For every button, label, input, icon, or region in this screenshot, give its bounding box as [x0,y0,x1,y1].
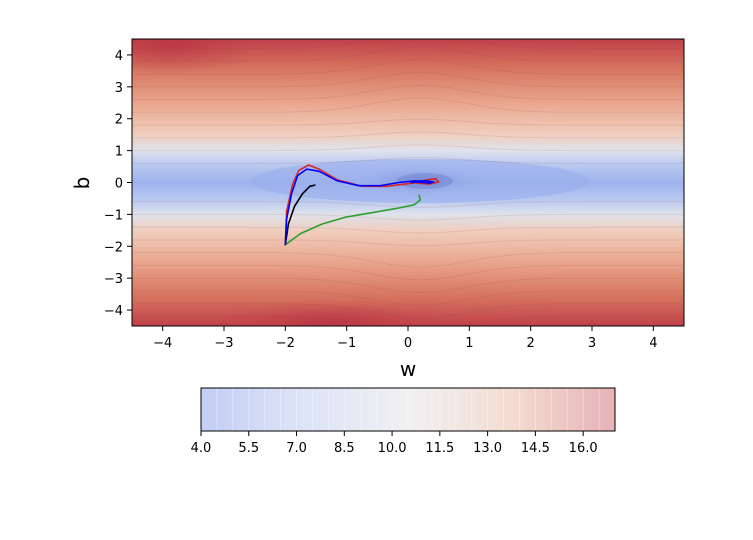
contour-line [132,59,684,75]
x-tick-label: −4 [153,336,172,351]
contour-line [132,290,684,306]
x-axis-label: w [400,357,416,381]
contour-line [132,97,684,113]
contour-line [132,144,684,152]
colorbar-bands [216,388,600,431]
trajectories [284,164,440,246]
colorbar-tick-label: 16.0 [569,441,598,456]
trajectory-line [284,194,422,246]
contour-line [132,252,684,268]
y-tick-label: −2 [104,240,123,255]
y-tick-label: 1 [115,145,123,160]
colorbar-tick-label: 10.0 [378,441,407,456]
y-tick-label: 4 [115,49,123,64]
x-tick-label: 1 [465,336,473,351]
colorbar-tick-label: 8.5 [334,441,355,456]
contour-line [132,226,684,234]
contour-line [132,157,684,164]
x-tick-label: 4 [649,336,657,351]
colorbar-tick-label: 7.0 [286,441,307,456]
contour-line [132,131,684,139]
colorbar-fill [201,388,615,431]
colorbar: 4.0 5.5 7.0 8.5 10.0 11.5 13.0 14.5 16.0 [191,387,616,456]
colorbar-tick-label: 11.5 [425,441,454,456]
x-tick-label: 3 [588,336,596,351]
contour-lines [132,39,684,326]
contour-line [132,39,684,50]
y-tick-label: 2 [115,113,123,128]
x-tick-label: 2 [527,336,535,351]
colorbar-tick-label: 13.0 [473,441,502,456]
contour-line [132,71,684,88]
x-axis: −4 −3 −2 −1 0 1 2 3 4 [153,326,657,351]
contour-line [132,84,684,101]
contour-corner-top-left [132,39,260,75]
y-tick-label: −4 [104,304,123,319]
trajectory-line [284,184,316,246]
colorbar-tick-label: 5.5 [238,441,259,456]
contour-line [132,213,684,221]
contour-line [132,277,684,294]
y-tick-label: 0 [115,177,123,192]
x-tick-label: −3 [214,336,233,351]
y-tick-label: 3 [115,81,123,96]
x-tick-label: −2 [276,336,295,351]
contour-line [132,315,684,326]
y-tick-label: −1 [104,208,123,223]
y-axis-label: b [70,177,94,190]
contour-line [132,118,684,126]
colorbar-frame [200,387,616,432]
x-tick-label: 0 [404,336,412,351]
trajectory-line [284,168,435,246]
colorbar-tick-label: 14.5 [521,441,550,456]
colorbar-tick-label: 4.0 [191,441,212,456]
contour-plot [132,39,684,326]
y-axis: 4 3 2 1 0 −1 −2 −3 −4 [104,49,132,319]
colorbar-ticks: 4.0 5.5 7.0 8.5 10.0 11.5 13.0 14.5 16.0 [191,431,598,456]
x-tick-label: −1 [337,336,356,351]
y-tick-label: −3 [104,272,123,287]
contour-line [132,201,684,208]
contour-line [132,46,684,62]
contour-line [132,239,684,247]
contour-line [132,264,684,281]
contour-corner-bottom [220,300,440,326]
contour-line [132,303,684,319]
